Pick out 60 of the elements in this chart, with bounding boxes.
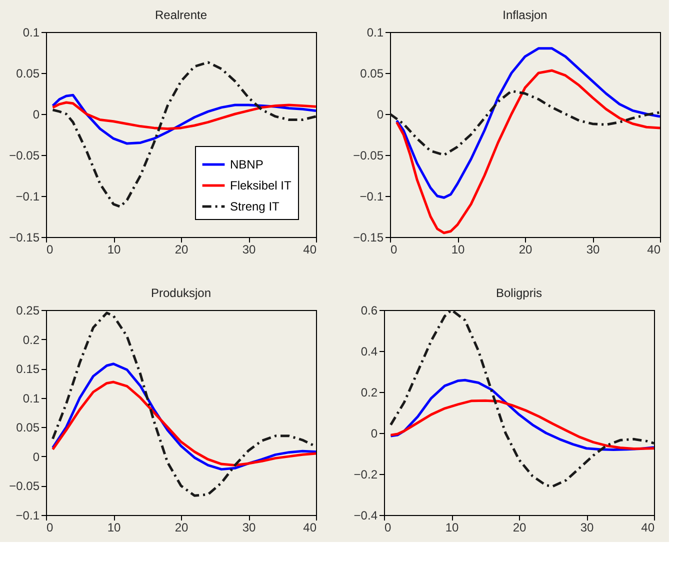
y-tick-label: −0.05 [9, 479, 40, 494]
line-series [396, 69, 660, 234]
x-tick-label: 20 [518, 242, 532, 256]
y-tick-label: 0.1 [366, 26, 384, 40]
y-tick-label: −0.2 [354, 468, 378, 482]
y-tick-label: 0 [32, 450, 40, 464]
x-tick-label: 0 [46, 242, 54, 256]
x-tick-label: 30 [242, 520, 256, 534]
legend-label: Streng IT [230, 200, 280, 214]
y-tick-label: −0.05 [353, 148, 384, 162]
y-tick-label: −0.1 [16, 508, 40, 522]
x-tick-label: 10 [445, 520, 459, 534]
line-series [52, 312, 316, 497]
y-tick-label: −0.4 [354, 508, 378, 522]
y-tick-label: 0.1 [22, 26, 40, 40]
y-tick-label: 0.15 [16, 362, 40, 376]
line-series [390, 90, 660, 156]
y-tick-label: −0.1 [360, 190, 384, 204]
y-tick-label: 0.25 [16, 304, 40, 318]
y-tick-label: 0.2 [360, 386, 378, 400]
chart-title: Boligpris [496, 286, 542, 300]
y-tick-label: −0.1 [16, 190, 40, 204]
line-series [52, 380, 316, 466]
y-tick-label: 0.05 [16, 66, 40, 80]
x-tick-label: 10 [107, 242, 121, 256]
y-tick-label: 0.05 [16, 420, 40, 435]
y-tick-label: 0.6 [360, 304, 378, 318]
chart-title: Inflasjon [502, 8, 548, 22]
x-tick-label: 20 [174, 520, 188, 534]
line-series [52, 101, 316, 130]
x-tick-label: 30 [580, 520, 594, 534]
x-tick-label: 30 [242, 242, 256, 256]
y-tick-label: −0.15 [9, 230, 40, 244]
legend-label: Fleksibel IT [230, 178, 292, 192]
x-tick-label: 30 [586, 242, 600, 256]
y-tick-label: 0 [370, 426, 378, 440]
x-tick-label: 10 [107, 520, 121, 534]
x-tick-label: 40 [303, 520, 317, 534]
line-series [390, 399, 654, 450]
y-tick-label: 0.05 [360, 66, 384, 80]
y-tick-label: −0.15 [353, 230, 384, 244]
chart-title: Produksjon [150, 286, 212, 300]
x-tick-label: 40 [303, 242, 317, 256]
y-tick-label: 0.1 [22, 391, 40, 406]
x-tick-label: 40 [647, 242, 661, 256]
line-series [396, 47, 660, 199]
y-tick-label: 0 [32, 108, 40, 122]
x-tick-label: 10 [451, 242, 465, 256]
x-tick-label: 0 [390, 242, 398, 256]
x-tick-label: 20 [174, 242, 188, 256]
y-tick-label: 0.4 [360, 344, 378, 358]
chart-title: Realrente [154, 8, 208, 22]
x-tick-label: 0 [46, 520, 54, 534]
legend-label: NBNP [230, 158, 264, 172]
line-series [390, 310, 654, 488]
y-tick-label: 0.2 [22, 332, 40, 347]
x-tick-label: 20 [512, 520, 526, 534]
y-tick-label: −0.05 [9, 148, 40, 162]
y-tick-label: 0 [376, 108, 384, 122]
x-tick-label: 40 [641, 520, 655, 534]
